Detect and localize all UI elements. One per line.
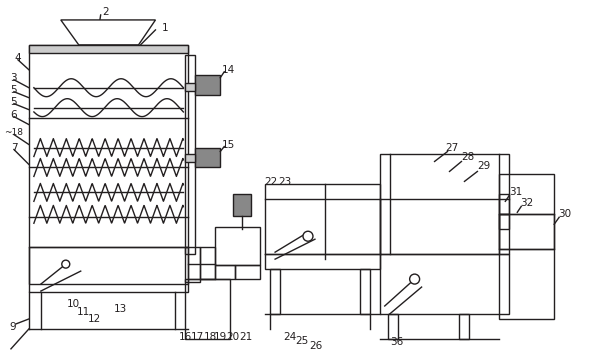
Bar	[360, 269, 370, 314]
Bar	[499, 194, 509, 214]
Bar	[200, 247, 215, 279]
Text: 30: 30	[558, 209, 572, 219]
Text: 11: 11	[77, 307, 90, 317]
Text: 10: 10	[67, 299, 81, 309]
Text: 5: 5	[11, 97, 17, 107]
Text: 21: 21	[240, 332, 253, 342]
Bar	[460, 314, 469, 339]
Text: 36: 36	[390, 337, 403, 347]
Text: 4: 4	[14, 53, 21, 63]
Text: 2: 2	[102, 7, 109, 17]
Bar	[380, 155, 509, 254]
Bar	[388, 314, 398, 339]
Bar	[215, 227, 260, 265]
Bar	[233, 194, 251, 216]
Text: 31: 31	[508, 187, 522, 197]
Bar	[185, 83, 195, 91]
Bar	[235, 265, 260, 279]
Text: 12: 12	[88, 314, 102, 324]
Text: 27: 27	[445, 143, 458, 152]
Bar	[29, 45, 188, 284]
Text: 16: 16	[178, 332, 192, 342]
Text: 6: 6	[11, 109, 17, 120]
Text: 18: 18	[204, 332, 217, 342]
Bar	[265, 184, 380, 269]
Bar	[195, 75, 220, 95]
Text: 24: 24	[284, 332, 297, 342]
Polygon shape	[61, 20, 156, 45]
Text: 20: 20	[227, 332, 240, 342]
Bar	[499, 214, 554, 249]
Bar	[29, 247, 188, 292]
Circle shape	[410, 274, 419, 284]
Text: ~18: ~18	[4, 128, 23, 137]
Circle shape	[303, 231, 313, 241]
Text: 29: 29	[477, 162, 490, 171]
Text: 32: 32	[520, 198, 534, 208]
Text: 13: 13	[114, 304, 127, 314]
Bar	[185, 247, 200, 282]
Bar	[29, 45, 188, 53]
Text: 17: 17	[191, 332, 204, 342]
Text: 19: 19	[213, 332, 227, 342]
Bar	[499, 175, 554, 319]
Text: 15: 15	[222, 139, 235, 150]
Circle shape	[62, 260, 70, 268]
Text: 1: 1	[162, 23, 169, 33]
Text: 23: 23	[278, 177, 291, 187]
Bar	[185, 155, 195, 163]
Text: 22: 22	[264, 177, 278, 187]
Text: 28: 28	[461, 152, 474, 163]
Text: 7: 7	[11, 143, 17, 152]
Bar	[185, 279, 230, 339]
Text: 25: 25	[295, 336, 309, 346]
Bar	[195, 147, 220, 168]
Bar	[499, 214, 509, 229]
Bar	[215, 265, 235, 279]
Bar	[185, 55, 195, 254]
Bar	[270, 269, 280, 314]
Text: 26: 26	[310, 341, 323, 351]
Bar	[380, 254, 509, 314]
Text: 14: 14	[222, 65, 235, 75]
Text: 9: 9	[10, 322, 16, 332]
Text: 3: 3	[11, 73, 17, 83]
Text: 5: 5	[11, 85, 17, 95]
